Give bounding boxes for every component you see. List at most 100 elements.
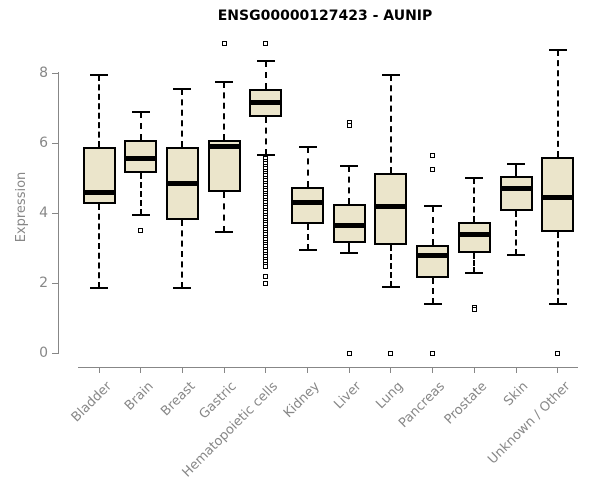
median-line-kidney	[293, 200, 322, 205]
lower-whisker-kidney	[306, 223, 309, 250]
x-axis-tick	[432, 367, 434, 373]
y-axis-tick	[52, 143, 58, 144]
outlier-point-brain	[138, 228, 144, 233]
lower-whisker-cap-hematopoietic-cells	[256, 154, 275, 157]
x-axis-tick	[390, 367, 392, 373]
outlier-point-lung	[388, 350, 394, 356]
lower-whisker-lung	[389, 244, 392, 287]
y-axis	[58, 72, 59, 354]
upper-whisker-cap-liver	[340, 164, 359, 167]
lower-whisker-breast	[181, 220, 184, 289]
median-line-bladder	[84, 189, 114, 195]
upper-whisker-kidney	[306, 146, 309, 187]
median-line-breast	[167, 180, 197, 186]
outlier-point-gastric	[221, 40, 227, 46]
lower-whisker-brain	[139, 172, 142, 215]
outlier-point-pancreas	[430, 152, 436, 158]
upper-whisker-gastric	[223, 81, 226, 140]
x-axis-tick	[181, 367, 183, 373]
x-tick-label-skin: Skin	[501, 379, 532, 410]
outlier-point-hematopoietic-cells	[263, 40, 269, 46]
lower-whisker-liver	[348, 242, 351, 254]
x-axis-tick	[307, 367, 308, 373]
y-tick-label: 2	[39, 275, 48, 291]
lower-whisker-pancreas	[431, 277, 434, 304]
x-axis-tick	[557, 367, 559, 373]
lower-whisker-cap-gastric	[215, 231, 234, 234]
upper-whisker-cap-gastric	[215, 80, 234, 83]
y-tick-label: 0	[39, 345, 48, 361]
lower-whisker-cap-kidney	[298, 248, 317, 251]
upper-whisker-cap-unknown-other	[548, 49, 567, 52]
upper-whisker-pancreas	[431, 206, 434, 245]
x-axis-tick	[223, 367, 225, 373]
upper-whisker-bladder	[98, 74, 100, 147]
lower-whisker-skin	[515, 211, 517, 255]
lower-whisker-gastric	[223, 192, 226, 233]
upper-whisker-brain	[139, 111, 142, 140]
chart-title: ENSG00000127423 - AUNIP	[217, 8, 433, 24]
x-tick-label-liver: Liver	[331, 379, 365, 413]
box-prostate	[457, 221, 491, 254]
box-skin	[499, 176, 533, 212]
y-axis-tick	[52, 73, 58, 74]
upper-whisker-liver	[348, 165, 351, 205]
upper-whisker-cap-prostate	[465, 177, 484, 179]
box-unknown-other	[541, 157, 575, 233]
median-line-pancreas	[418, 252, 448, 258]
upper-whisker-cap-brain	[131, 110, 150, 113]
upper-whisker-cap-pancreas	[423, 205, 442, 207]
outlier-point-liver	[346, 123, 352, 128]
outlier-point-pancreas	[430, 350, 436, 356]
x-axis-tick	[140, 367, 142, 373]
lower-whisker-cap-skin	[507, 254, 525, 256]
y-tick-label: 4	[39, 205, 48, 221]
x-axis-tick	[348, 367, 350, 373]
box-pancreas	[416, 244, 450, 278]
x-tick-label-unknown-other: Unknown / Other	[484, 379, 574, 468]
x-tick-label-lung: Lung	[373, 379, 407, 413]
outlier-point-hematopoietic-cells	[263, 273, 269, 279]
lower-whisker-prostate	[473, 253, 476, 273]
outlier-point-pancreas	[430, 166, 436, 172]
median-line-unknown-other	[543, 194, 573, 200]
median-line-hematopoietic-cells	[251, 100, 281, 106]
box-bladder	[82, 146, 116, 205]
lower-whisker-cap-liver	[340, 252, 359, 255]
upper-whisker-cap-hematopoietic-cells	[256, 59, 275, 62]
upper-whisker-hematopoietic-cells	[264, 60, 267, 89]
upper-whisker-breast	[181, 88, 184, 147]
x-tick-label-bladder: Bladder	[68, 379, 115, 426]
upper-whisker-lung	[389, 74, 392, 173]
y-axis-tick	[52, 213, 58, 214]
y-tick-label: 8	[39, 65, 48, 81]
lower-whisker-cap-prostate	[465, 271, 484, 274]
lower-whisker-cap-breast	[173, 287, 192, 290]
lower-whisker-cap-pancreas	[423, 303, 442, 305]
outlier-point-unknown-other	[555, 350, 561, 356]
lower-whisker-cap-bladder	[90, 287, 108, 290]
median-line-liver	[334, 222, 364, 228]
lower-whisker-bladder	[98, 204, 100, 289]
y-axis-tick	[52, 353, 58, 354]
upper-whisker-unknown-other	[556, 50, 559, 157]
outlier-point-hematopoietic-cells	[263, 280, 269, 286]
median-line-lung	[376, 203, 406, 209]
x-tick-label-breast: Breast	[157, 379, 199, 420]
x-axis	[78, 367, 578, 368]
upper-whisker-cap-lung	[381, 73, 400, 76]
box-brain	[124, 139, 158, 173]
median-line-prostate	[459, 231, 489, 237]
x-axis-tick	[473, 367, 475, 373]
x-tick-label-kidney: Kidney	[281, 379, 324, 421]
x-axis-tick	[98, 367, 100, 373]
lower-whisker-cap-unknown-other	[548, 303, 567, 305]
x-tick-label-brain: Brain	[121, 379, 157, 414]
box-lung	[374, 172, 408, 245]
box-kidney	[291, 186, 324, 224]
outlier-point-liver	[346, 350, 352, 356]
upper-whisker-cap-kidney	[298, 145, 317, 148]
upper-whisker-cap-breast	[173, 87, 192, 90]
lower-whisker-cap-brain	[131, 213, 150, 216]
